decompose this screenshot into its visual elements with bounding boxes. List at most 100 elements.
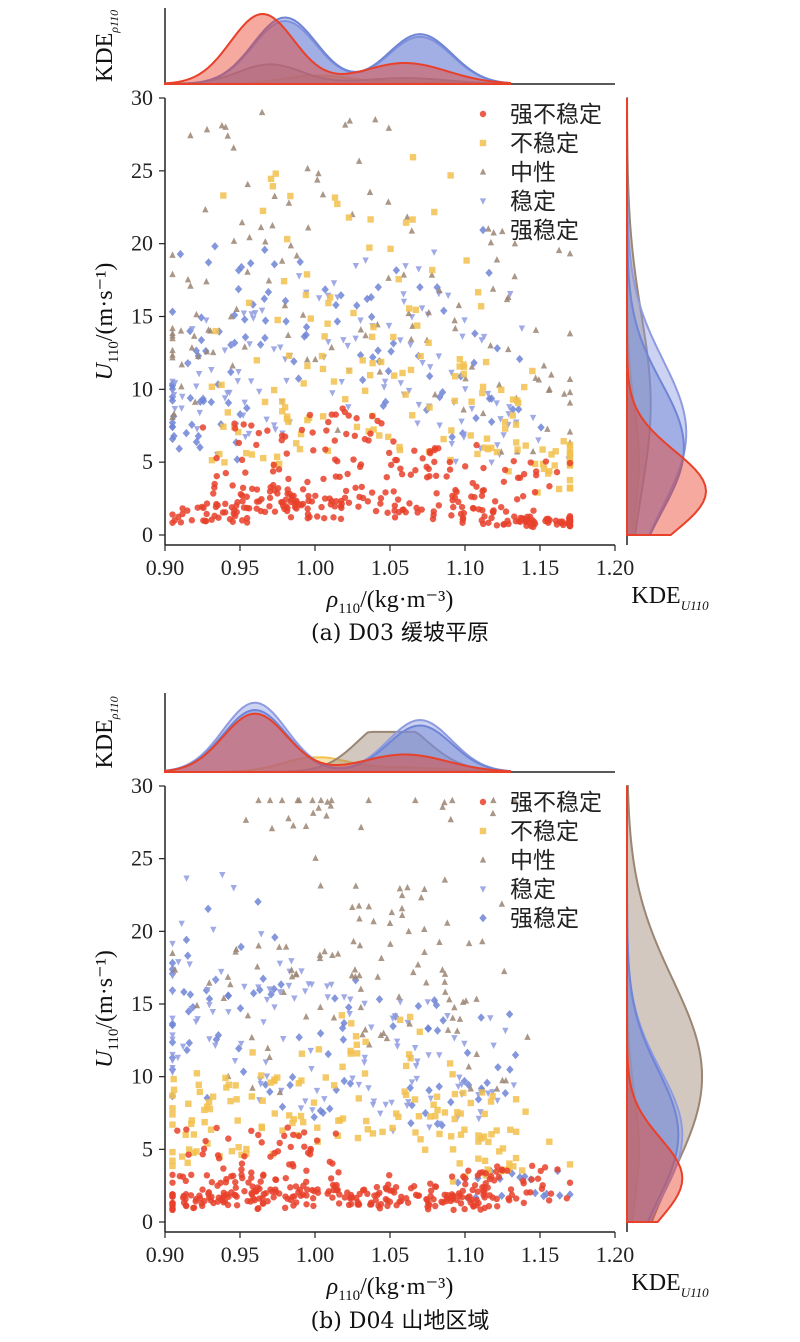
top-kde-label: KDEρ110 xyxy=(92,10,121,82)
data-point-0 xyxy=(323,427,330,434)
data-point-1 xyxy=(170,1086,178,1093)
data-point-1 xyxy=(235,428,242,436)
data-point-3 xyxy=(193,383,200,390)
data-point-0 xyxy=(391,514,399,521)
data-point-0 xyxy=(479,1184,486,1191)
data-point-0 xyxy=(493,522,501,529)
data-point-1 xyxy=(421,1146,429,1153)
data-point-0 xyxy=(169,1171,176,1179)
data-point-0 xyxy=(461,1205,468,1213)
data-point-2 xyxy=(203,277,210,285)
data-point-3 xyxy=(237,1040,245,1048)
data-point-3 xyxy=(418,305,426,312)
data-point-0 xyxy=(553,468,561,476)
data-point-3 xyxy=(283,377,290,385)
data-point-0 xyxy=(481,1188,488,1196)
data-point-3 xyxy=(298,968,305,975)
data-point-3 xyxy=(203,317,210,324)
data-point-1 xyxy=(169,1162,176,1170)
data-point-2 xyxy=(254,963,261,970)
data-point-4 xyxy=(392,266,401,275)
data-point-2 xyxy=(321,947,328,955)
data-point-1 xyxy=(512,1154,520,1162)
data-point-3 xyxy=(377,1110,384,1117)
data-point-0 xyxy=(308,498,316,505)
y-label-symbol: U xyxy=(92,1049,118,1068)
data-point-3 xyxy=(388,1099,395,1107)
data-point-1 xyxy=(566,476,574,484)
data-point-0 xyxy=(284,1195,291,1202)
data-point-4 xyxy=(521,1172,529,1181)
data-point-3 xyxy=(338,378,345,386)
data-point-3 xyxy=(257,1081,264,1088)
data-point-0 xyxy=(274,1148,282,1155)
data-point-0 xyxy=(367,430,374,437)
data-point-1 xyxy=(324,320,331,327)
data-point-2 xyxy=(473,1050,480,1057)
data-point-1 xyxy=(363,1117,370,1125)
data-point-0 xyxy=(524,517,531,524)
data-point-3 xyxy=(369,1101,377,1109)
y-label-sub: 110 xyxy=(106,1029,122,1051)
data-point-1 xyxy=(188,1117,196,1124)
data-point-4 xyxy=(192,346,200,355)
data-point-1 xyxy=(307,315,314,322)
data-point-0 xyxy=(264,1198,271,1205)
x-label-sub: 110 xyxy=(338,1288,360,1304)
data-point-0 xyxy=(287,1143,294,1151)
data-point-3 xyxy=(230,885,237,892)
data-point-3 xyxy=(415,401,423,409)
data-point-0 xyxy=(303,1178,310,1186)
data-point-4 xyxy=(188,420,196,429)
data-point-1 xyxy=(546,468,553,475)
data-point-2 xyxy=(224,973,232,980)
data-point-1 xyxy=(283,235,291,243)
data-point-1 xyxy=(395,1113,402,1121)
data-point-1 xyxy=(238,1151,245,1158)
data-point-2 xyxy=(193,310,200,318)
data-point-1 xyxy=(362,1038,369,1046)
data-point-3 xyxy=(276,989,284,996)
data-point-3 xyxy=(426,364,434,371)
data-point-1 xyxy=(359,357,366,364)
data-point-0 xyxy=(412,1191,420,1199)
data-point-4 xyxy=(168,418,177,427)
data-point-1 xyxy=(522,442,529,449)
data-point-1 xyxy=(485,1138,492,1146)
data-point-1 xyxy=(249,1049,256,1056)
data-point-2 xyxy=(439,803,446,810)
data-point-3 xyxy=(405,387,413,395)
data-point-0 xyxy=(198,1200,205,1207)
data-point-1 xyxy=(501,418,509,426)
data-point-0 xyxy=(495,1173,503,1181)
data-point-0 xyxy=(203,500,211,507)
x-tick-label: 0.95 xyxy=(221,1242,260,1267)
data-point-3 xyxy=(170,391,178,399)
data-point-2 xyxy=(346,117,353,124)
data-point-2 xyxy=(398,911,406,918)
data-point-0 xyxy=(534,1175,542,1182)
data-point-4 xyxy=(353,301,361,310)
data-point-1 xyxy=(260,454,267,462)
data-point-0 xyxy=(278,436,285,444)
data-point-3 xyxy=(452,458,459,466)
data-point-3 xyxy=(277,344,284,351)
data-point-1 xyxy=(315,1046,323,1053)
data-point-1 xyxy=(521,383,528,391)
data-point-2 xyxy=(487,341,494,349)
y-tick-label: 15 xyxy=(131,991,153,1016)
data-point-2 xyxy=(566,428,574,435)
data-point-2 xyxy=(244,268,251,275)
data-point-2 xyxy=(187,131,194,139)
data-point-2 xyxy=(490,796,497,804)
data-point-0 xyxy=(423,474,431,481)
data-point-1 xyxy=(297,1112,305,1120)
data-point-0 xyxy=(174,1127,181,1134)
data-point-0 xyxy=(390,438,397,445)
data-point-0 xyxy=(238,1160,246,1167)
data-point-4 xyxy=(168,1019,177,1028)
data-point-1 xyxy=(415,1113,423,1120)
data-point-2 xyxy=(316,951,324,958)
data-point-3 xyxy=(368,1024,375,1031)
data-point-2 xyxy=(366,188,374,195)
